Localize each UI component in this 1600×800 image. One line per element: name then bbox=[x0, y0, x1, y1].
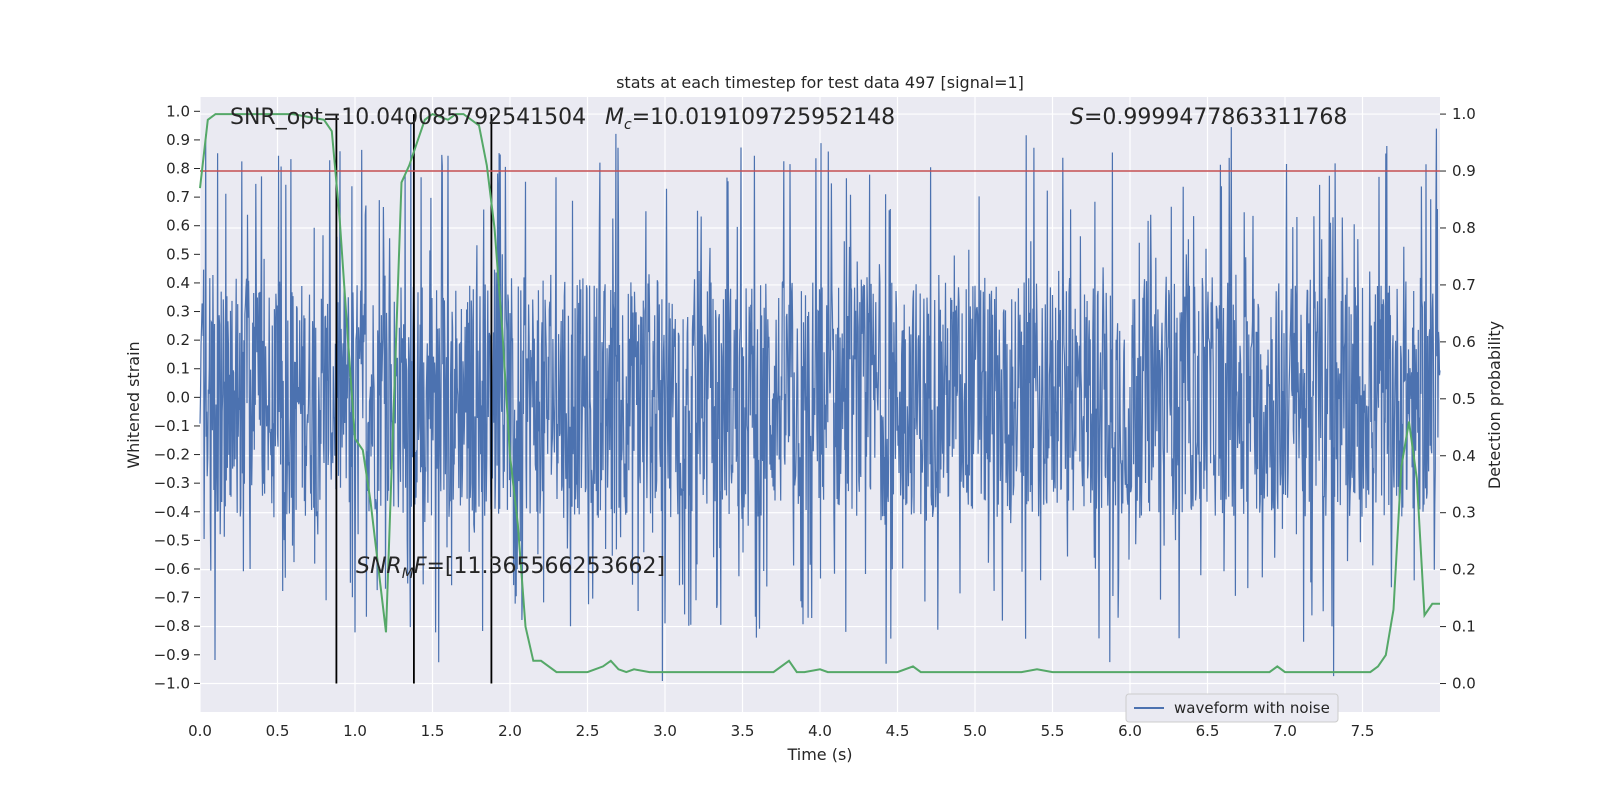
y-tick-label: 0.6 bbox=[166, 217, 190, 235]
y-tick-label: 0.4 bbox=[166, 274, 190, 292]
chart-title: stats at each timestep for test data 497… bbox=[616, 73, 1024, 92]
snr-opt-annotation: SNR_opt=10.040085792541504 bbox=[230, 105, 586, 130]
y-tick-label: 0.0 bbox=[166, 388, 190, 406]
s-annotation: S=0.9999477863311768 bbox=[1070, 105, 1347, 130]
x-tick-label: 0.0 bbox=[188, 722, 212, 740]
y-tick-label: −0.6 bbox=[154, 560, 190, 578]
y-tick-label: −0.5 bbox=[154, 531, 190, 549]
x-tick-label: 6.0 bbox=[1118, 722, 1142, 740]
x-tick-label: 0.5 bbox=[266, 722, 290, 740]
y-tick-label: −0.3 bbox=[154, 474, 190, 492]
y-right-tick-label: 0.5 bbox=[1452, 390, 1476, 408]
y-tick-label: 0.1 bbox=[166, 360, 190, 378]
waveform-line bbox=[199, 123, 1441, 682]
mc-annotation: Mc=10.019109725952148 bbox=[605, 105, 895, 133]
x-tick-label: 1.0 bbox=[343, 722, 367, 740]
mc-value: =10.019109725952148 bbox=[632, 105, 895, 130]
y-tick-label: −0.8 bbox=[154, 617, 190, 635]
x-tick-label: 3.5 bbox=[731, 722, 755, 740]
y-right-tick-label: 0.8 bbox=[1452, 219, 1476, 237]
y-right-axis-ticks: 1.0 0.9 0.8 0.7 0.6 0.5 0.4 0.3 0.2 0.1 0.0 bbox=[1440, 105, 1476, 693]
legend-label: waveform with noise bbox=[1174, 699, 1330, 717]
legend-box bbox=[1125, 693, 1339, 723]
y-right-tick-label: 0.7 bbox=[1452, 276, 1476, 294]
y-right-tick-label: 0.4 bbox=[1452, 447, 1476, 465]
y-tick-label: −0.4 bbox=[154, 503, 190, 521]
snrmf-subscript: M bbox=[402, 566, 414, 582]
y-tick-label: −0.9 bbox=[154, 646, 190, 664]
snrmf-value: =[11.365566253662] bbox=[426, 554, 665, 579]
legend: waveform with noise bbox=[1125, 693, 1339, 723]
x-axis-label: Time (s) bbox=[786, 745, 852, 764]
x-tick-label: 5.0 bbox=[963, 722, 987, 740]
x-tick-label: 4.0 bbox=[808, 722, 832, 740]
x-tick-label: 2.0 bbox=[498, 722, 522, 740]
y-right-tick-label: 0.3 bbox=[1452, 504, 1476, 522]
x-tick-label: 4.5 bbox=[886, 722, 910, 740]
y-right-tick-label: 0.0 bbox=[1452, 675, 1476, 693]
x-axis-ticks: 0.0 0.5 1.0 1.5 2.0 2.5 3.0 3.5 4.0 4.5 5.0 5.5 6.0 6… bbox=[188, 722, 1374, 740]
x-tick-label: 7.0 bbox=[1273, 722, 1297, 740]
y-tick-label: 0.8 bbox=[166, 160, 190, 178]
s-symbol: S bbox=[1070, 105, 1084, 130]
y-right-axis-label: Detection probability bbox=[1485, 321, 1504, 489]
y-tick-label: 0.7 bbox=[166, 188, 190, 206]
y-axis-label: Whitened strain bbox=[124, 341, 143, 468]
x-tick-label: 6.5 bbox=[1196, 722, 1220, 740]
snrmf-symbol: SNR bbox=[356, 554, 402, 579]
y-tick-label: 0.9 bbox=[166, 131, 190, 149]
y-tick-label: −1.0 bbox=[154, 674, 190, 692]
x-tick-label: 5.5 bbox=[1041, 722, 1065, 740]
mc-symbol: M bbox=[605, 105, 624, 130]
mc-subscript: c bbox=[624, 117, 632, 133]
probability-line bbox=[199, 112, 1440, 674]
y-tick-label: 0.5 bbox=[166, 245, 190, 263]
y-tick-label: 1.0 bbox=[166, 102, 190, 120]
y-right-tick-label: 0.6 bbox=[1452, 333, 1476, 351]
snrmf-symbol2: F bbox=[414, 554, 427, 579]
y-right-tick-label: 1.0 bbox=[1452, 105, 1476, 123]
x-tick-label: 7.5 bbox=[1351, 722, 1375, 740]
y-right-tick-label: 0.2 bbox=[1452, 561, 1476, 579]
y-right-tick-label: 0.9 bbox=[1452, 162, 1476, 180]
y-tick-label: −0.7 bbox=[154, 589, 190, 607]
y-tick-label: −0.1 bbox=[154, 417, 190, 435]
y-right-tick-label: 0.1 bbox=[1452, 618, 1476, 636]
y-tick-label: 0.2 bbox=[166, 331, 190, 349]
y-axis-ticks: 1.0 0.9 0.8 0.7 0.6 0.5 0.4 0.3 0.2 0.1 0.0 −0.1 −0.… bbox=[154, 102, 200, 692]
s-value: =0.9999477863311768 bbox=[1084, 105, 1347, 130]
y-tick-label: 0.3 bbox=[166, 303, 190, 321]
snr-mf-annotation: SNRMF=[11.365566253662] bbox=[356, 554, 665, 582]
x-tick-label: 1.5 bbox=[421, 722, 445, 740]
x-tick-label: 3.0 bbox=[653, 722, 677, 740]
y-tick-label: −0.2 bbox=[154, 446, 190, 464]
x-tick-label: 2.5 bbox=[576, 722, 600, 740]
